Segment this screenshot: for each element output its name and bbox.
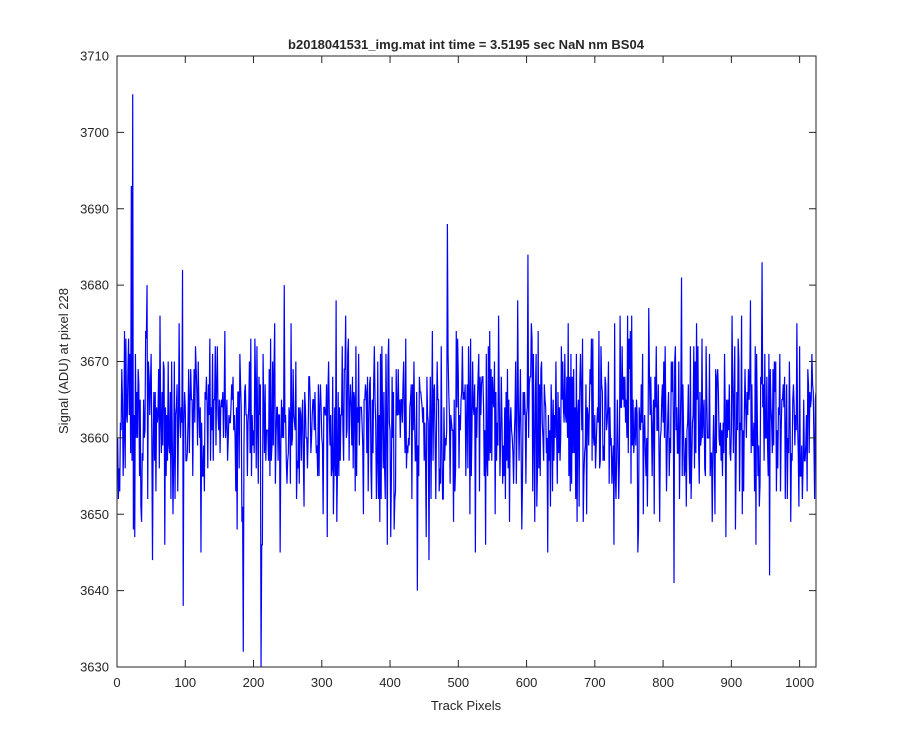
y-tick-label: 3690: [80, 201, 109, 216]
y-tick-label: 3710: [80, 49, 109, 64]
y-tick-label: 3630: [80, 660, 109, 675]
y-tick-label: 3700: [80, 125, 109, 140]
x-tick-label: 300: [311, 675, 333, 690]
x-axis-label: Track Pixels: [431, 698, 502, 713]
x-tick-label: 400: [379, 675, 401, 690]
y-tick-label: 3660: [80, 430, 109, 445]
plot-area: [117, 56, 816, 667]
y-tick-label: 3680: [80, 278, 109, 293]
y-tick-label: 3650: [80, 507, 109, 522]
y-axis-label: Signal (ADU) at pixel 228: [56, 288, 71, 434]
series-line: [117, 94, 817, 668]
x-tick-label: 700: [584, 675, 606, 690]
x-tick-label: 1000: [785, 675, 814, 690]
x-tick-label: 500: [447, 675, 469, 690]
x-tick-label: 100: [174, 675, 196, 690]
series-layer: [117, 94, 817, 668]
ticks-layer: 0 100 200 300 400 500 600 700 800 900 1000 3630 3640…: [80, 49, 816, 690]
x-tick-label: 0: [113, 675, 120, 690]
x-tick-label: 800: [652, 675, 674, 690]
y-tick-label: 3670: [80, 354, 109, 369]
x-tick-label: 600: [516, 675, 538, 690]
x-tick-label: 900: [721, 675, 743, 690]
x-tick-label: 200: [243, 675, 265, 690]
y-tick-label: 3640: [80, 583, 109, 598]
chart-title: b2018041531_img.mat int time = 3.5195 se…: [288, 37, 645, 52]
